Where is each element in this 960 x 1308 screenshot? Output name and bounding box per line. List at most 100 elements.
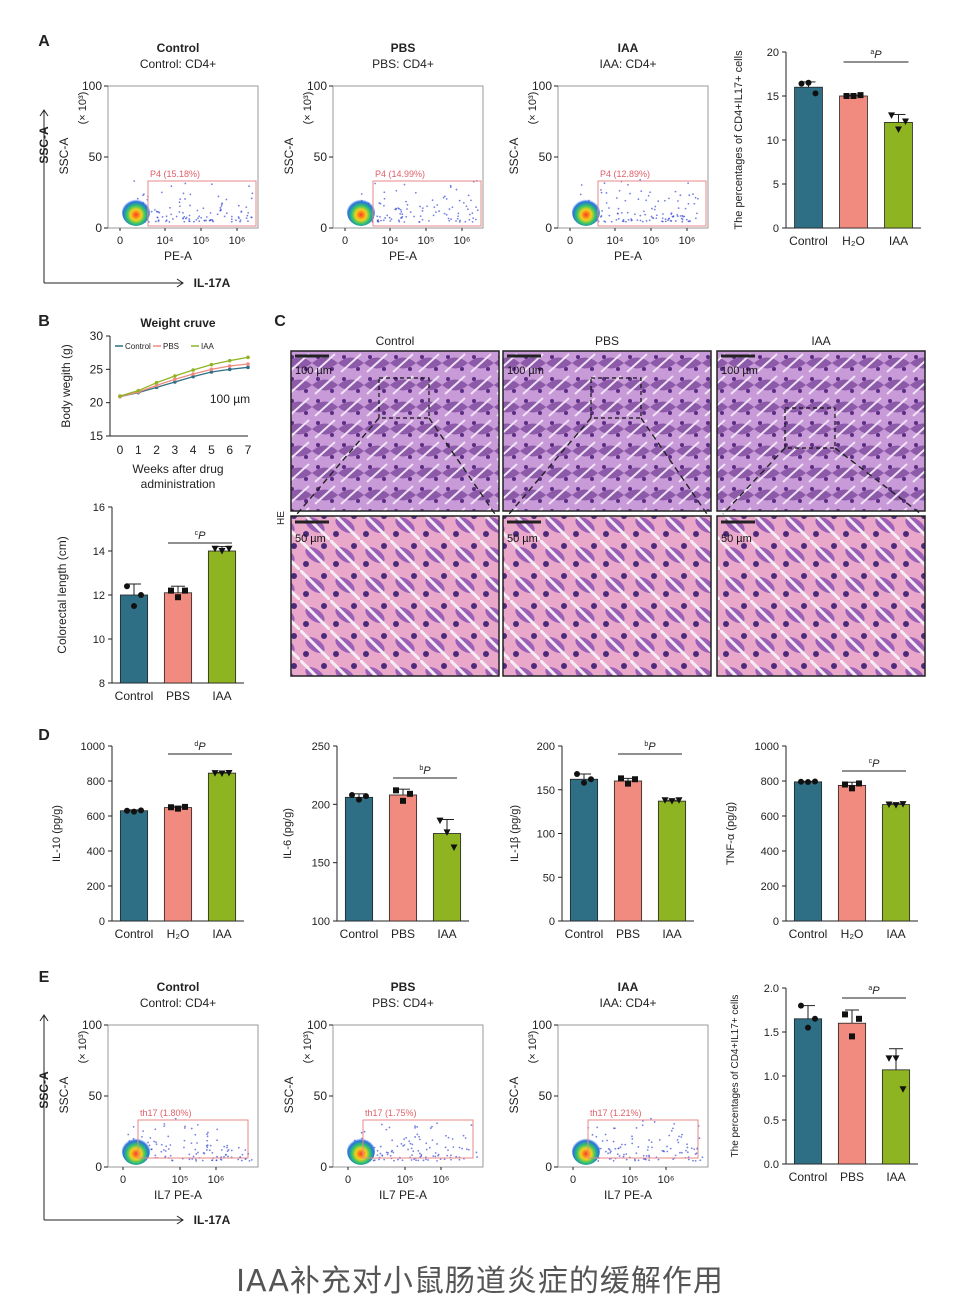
y-tick-label: 100 <box>537 829 555 841</box>
cell-dot <box>608 1158 611 1160</box>
histology-image-high-mag <box>290 515 500 677</box>
cell-dot <box>401 213 404 216</box>
cell-dot <box>378 1158 380 1161</box>
data-point <box>168 587 174 594</box>
flow-plot-title: Control <box>157 980 200 994</box>
cell-dot <box>447 1136 450 1139</box>
cell-dot <box>403 1138 406 1141</box>
cell-dot <box>600 191 603 194</box>
arrow-head <box>176 1215 184 1225</box>
gate-rectangle <box>597 180 707 227</box>
cell-dot <box>421 209 424 212</box>
histology-column-title: Control <box>376 334 415 348</box>
cell-dot <box>668 197 670 200</box>
cell-dot <box>156 216 159 219</box>
gate-rectangle <box>137 1119 249 1159</box>
cell-dot <box>425 1142 428 1145</box>
cell-dot <box>616 212 619 215</box>
cell-dot <box>661 220 663 223</box>
bar-chart-E-bar: 0.0 0.5 1.0 1.5 2.0 The percentages of CD4+IL… <box>730 983 918 1184</box>
cell-dot <box>226 1150 229 1153</box>
bar <box>837 1022 867 1165</box>
cell-dot <box>237 1146 240 1149</box>
cell-dot <box>472 217 475 220</box>
cell-dot <box>194 1158 197 1161</box>
cell-dot <box>612 1159 615 1162</box>
cell-dot <box>360 193 363 195</box>
y-unit-label: (× 10³) <box>302 1031 314 1064</box>
flow-plot: IAA IAA: CD4+ 0 50 100 SSC-A (× 10³) 0 10⁵ 10⁶ IL7… <box>507 980 709 1202</box>
cell-dot <box>206 1144 209 1147</box>
cell-dot <box>420 1153 423 1156</box>
cell-dot <box>169 1144 172 1146</box>
cell-dot <box>194 1148 197 1151</box>
cell-dot <box>459 219 461 222</box>
cell-dot <box>622 219 625 221</box>
cell-dot <box>202 207 205 210</box>
cell-dot <box>455 1155 458 1158</box>
cell-dot <box>189 193 192 196</box>
density-blob <box>122 1137 150 1165</box>
x-tick-label: Control <box>115 689 154 703</box>
y-axis-label: IL-10 (pg/g) <box>51 805 63 862</box>
x-tick-label: 10⁵ <box>172 1174 189 1186</box>
cell-dot <box>403 183 406 186</box>
cell-dot <box>468 213 471 216</box>
y-tick-label: 100 <box>82 1018 102 1032</box>
cell-dot <box>175 215 178 218</box>
cell-dot <box>468 218 471 221</box>
cell-dot <box>674 220 677 222</box>
cell-dot <box>190 1127 193 1130</box>
y-tick-label: 0 <box>95 1160 102 1174</box>
bar <box>657 800 687 922</box>
cell-dot <box>398 220 401 223</box>
cell-dot <box>230 218 233 221</box>
y-axis-label: The percentages of CD4+IL17+ cells <box>733 50 745 230</box>
cell-dot <box>245 206 248 209</box>
cell-dot <box>666 1145 668 1148</box>
cell-dot <box>400 210 403 213</box>
cell-dot <box>195 1153 198 1155</box>
x-tick-label: 10⁶ <box>208 1174 225 1186</box>
cell-dot <box>147 1141 149 1144</box>
flow-plot-subtitle: IAA: CD4+ <box>599 57 656 71</box>
cell-dot <box>650 215 653 218</box>
y-tick-label: 30 <box>90 329 104 343</box>
cell-dot <box>644 1158 647 1161</box>
cell-dot <box>579 193 582 196</box>
x-tick-label: 0 <box>570 1174 576 1186</box>
cell-dot <box>614 1147 617 1150</box>
cell-dot <box>216 1139 218 1142</box>
cell-dot <box>450 1158 452 1161</box>
x-tick-label: 10⁵ <box>418 235 435 247</box>
outer-x-label: IL-17A <box>194 276 231 290</box>
cell-dot <box>625 1158 628 1161</box>
bar <box>793 1018 823 1165</box>
data-point <box>218 770 226 777</box>
cell-dot <box>596 1126 599 1129</box>
flow-plot: PBS PBS: CD4+ 0 50 100 SSC-A (× 10³) 0 10⁴ 10⁵ 10⁶… <box>282 41 484 263</box>
y-tick-label: 1000 <box>81 741 105 753</box>
cell-dot <box>217 195 220 198</box>
bar <box>569 778 599 922</box>
cell-dot <box>641 1124 644 1127</box>
cell-dot <box>379 1145 382 1148</box>
cell-dot <box>250 216 253 219</box>
cell-dot <box>203 219 206 222</box>
cell-dot <box>680 1136 683 1138</box>
cell-dot <box>178 211 181 213</box>
cell-dot <box>608 1148 611 1151</box>
cell-dot <box>401 215 404 218</box>
cell-dot <box>408 1140 411 1143</box>
cell-dot <box>132 1125 135 1128</box>
cell-dot <box>383 1158 386 1161</box>
y-tick-label: 50 <box>539 150 553 164</box>
series-point <box>227 367 232 372</box>
bar <box>119 594 149 684</box>
cell-dot <box>200 216 203 219</box>
x-tick-label: 10⁶ <box>658 1174 675 1186</box>
data-point <box>899 801 907 808</box>
cell-dot <box>443 195 446 198</box>
cell-dot <box>247 220 249 223</box>
data-point <box>124 807 130 814</box>
